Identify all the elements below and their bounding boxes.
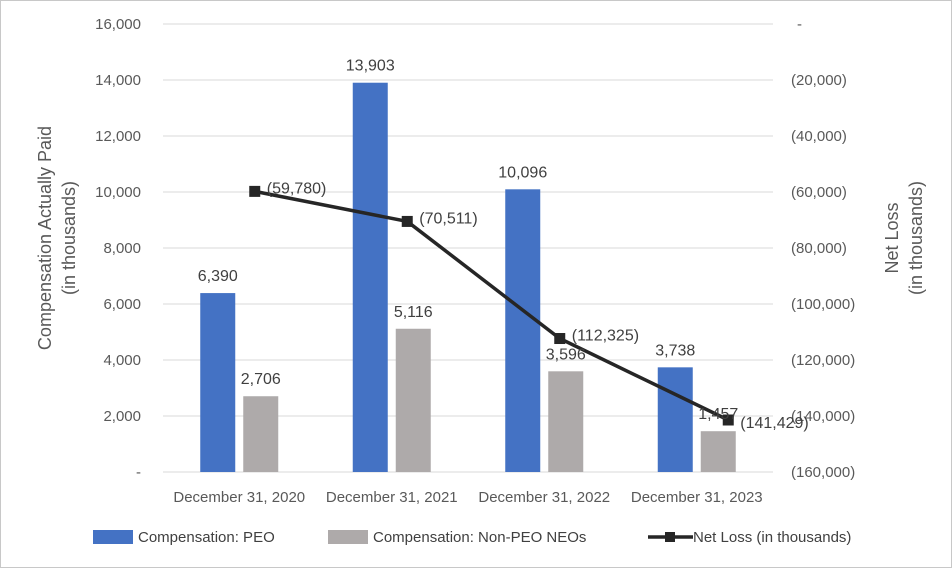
bar-non-peo xyxy=(395,328,431,472)
axis-titles: Compensation Actually Paid (in thousands)… xyxy=(35,126,926,350)
y-left-tick-label: 16,000 xyxy=(95,16,141,33)
bar-peo xyxy=(352,82,388,472)
y-left-tick-label: - xyxy=(136,464,141,481)
y-right-tick-label: (20,000) xyxy=(791,72,847,89)
data-labels: 6,390 2,706 13,903 5,116 10,096 3,596 3,738 1,4… xyxy=(198,58,809,432)
bar-peo xyxy=(657,367,693,472)
bar-non-peo-label: 5,116 xyxy=(394,304,433,321)
net-loss-label: (70,511) xyxy=(419,210,477,227)
legend-swatch-peo xyxy=(93,530,133,544)
net-loss-marker xyxy=(554,333,566,345)
net-loss-line xyxy=(249,185,734,426)
y-right-tick-label: - xyxy=(797,16,802,33)
bars xyxy=(200,82,736,472)
y-right-tick-label: (80,000) xyxy=(791,240,847,257)
x-axis-labels: December 31, 2020 December 31, 2021 Decemb… xyxy=(173,489,762,506)
net-loss-polyline xyxy=(254,189,730,422)
x-category-label: December 31, 2022 xyxy=(478,489,610,506)
legend-swatch-non-peo xyxy=(328,530,368,544)
y-right-tick-label: (120,000) xyxy=(791,352,855,369)
net-loss-label: (59,780) xyxy=(267,180,327,197)
y-right-tick-label: (140,000) xyxy=(791,408,855,425)
bar-non-peo xyxy=(243,396,279,472)
bar-non-peo-label: 2,706 xyxy=(241,371,281,388)
y-left-tick-label: 10,000 xyxy=(95,184,141,201)
bar-non-peo-label: 3,596 xyxy=(546,346,586,363)
y-left-tick-label: 4,000 xyxy=(103,352,141,369)
legend-label-peo: Compensation: PEO xyxy=(138,529,275,546)
bar-non-peo xyxy=(700,431,736,472)
net-loss-marker xyxy=(401,215,413,227)
net-loss-label: (112,325) xyxy=(572,328,639,345)
legend-label-net-loss: Net Loss (in thousands) xyxy=(693,529,851,546)
left-axis: - 2,000 4,000 6,000 8,000 10,000 12,000 14,000 1… xyxy=(95,16,141,481)
y-left-tick-label: 8,000 xyxy=(103,240,141,257)
legend-label-non-peo: Compensation: Non-PEO NEOs xyxy=(373,529,586,546)
bar-peo-label: 10,096 xyxy=(498,164,547,181)
bar-peo-label: 13,903 xyxy=(346,58,395,75)
right-axis: - (20,000) (40,000) (60,000) (80,000) (100,00… xyxy=(791,16,855,481)
legend: Compensation: PEO Compensation: Non-PEO N… xyxy=(93,529,851,546)
y-left-tick-label: 14,000 xyxy=(95,72,141,89)
x-category-label: December 31, 2021 xyxy=(326,489,458,506)
net-loss-label: (141,429) xyxy=(740,415,809,432)
y-right-tick-label: (100,000) xyxy=(791,296,855,313)
bar-peo-label: 3,738 xyxy=(655,342,695,359)
bar-peo xyxy=(200,293,236,472)
y-left-tick-label: 2,000 xyxy=(103,408,141,425)
bar-non-peo-label: 1,457 xyxy=(698,406,738,423)
y-right-tick-label: (40,000) xyxy=(791,128,847,145)
y-left-title: Compensation Actually Paid (in thousands) xyxy=(35,126,79,350)
x-category-label: December 31, 2020 xyxy=(173,489,305,506)
net-loss-marker xyxy=(249,185,261,197)
y-left-tick-label: 6,000 xyxy=(103,296,141,313)
y-right-title: Net Loss (in thousands) xyxy=(882,181,926,295)
x-category-label: December 31, 2023 xyxy=(631,489,763,506)
bar-non-peo xyxy=(548,371,584,472)
bar-peo xyxy=(505,189,541,472)
y-left-tick-label: 12,000 xyxy=(95,128,141,145)
bar-peo-label: 6,390 xyxy=(198,268,238,285)
y-right-tick-label: (160,000) xyxy=(791,464,855,481)
legend-marker-net-loss xyxy=(665,532,675,542)
net-loss-marker xyxy=(722,414,734,426)
y-right-tick-label: (60,000) xyxy=(791,184,847,201)
